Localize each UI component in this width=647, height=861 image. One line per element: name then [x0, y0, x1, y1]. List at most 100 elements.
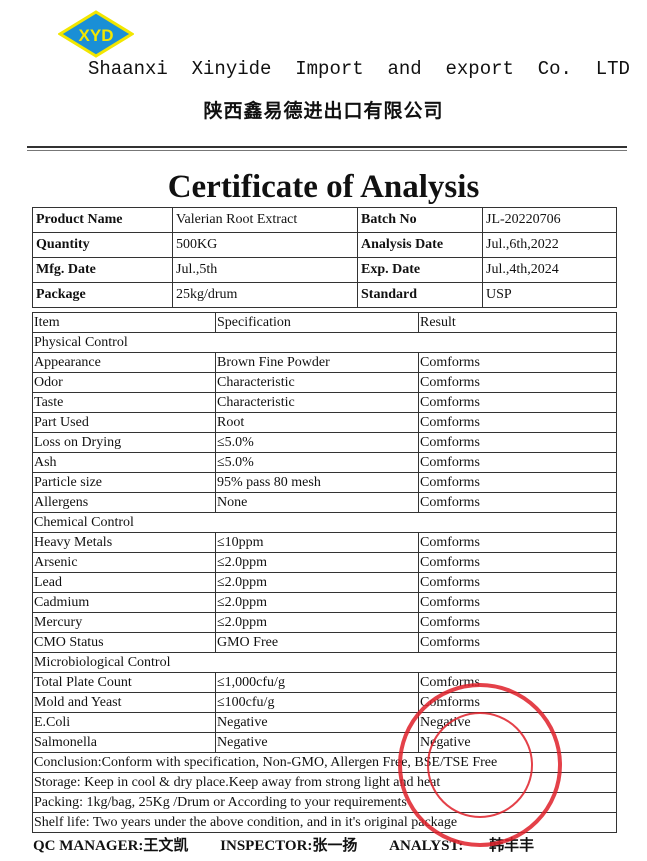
spec-cell: ≤2.0ppm: [215, 572, 419, 593]
spec-cell: 95% pass 80 mesh: [215, 472, 419, 493]
result-cell: Comforms: [418, 632, 617, 653]
item-cell: Heavy Metals: [32, 532, 216, 553]
result-cell: Comforms: [418, 352, 617, 373]
section-row: Physical Control: [32, 332, 617, 353]
item-cell: Conclusion:Conform with specification, N…: [32, 752, 617, 773]
info-value: 25kg/drum: [172, 282, 358, 308]
item-cell: Salmonella: [32, 732, 216, 753]
item-cell: E.Coli: [32, 712, 216, 733]
spec-cell: None: [215, 492, 419, 513]
table-row: Ash ≤5.0% Comforms: [32, 452, 617, 473]
table-row: Salmonella Negative Negative: [32, 732, 617, 753]
spec-cell: ≤10ppm: [215, 532, 419, 553]
item-cell: Item: [32, 312, 216, 333]
result-cell: Result: [418, 312, 617, 333]
info-row: Mfg. Date Jul.,5th Exp. Date Jul.,4th,2024: [32, 257, 617, 283]
xyd-logo: XYD: [58, 10, 134, 58]
item-cell: Odor: [32, 372, 216, 393]
item-cell: Mold and Yeast: [32, 692, 216, 713]
spec-cell: Root: [215, 412, 419, 433]
info-label: Batch No: [357, 207, 483, 233]
product-info-table: Product Name Valerian Root Extract Batch N…: [32, 207, 617, 308]
company-name-chinese: 陕西鑫易德进出口有限公司: [203, 100, 444, 122]
result-cell: Comforms: [418, 472, 617, 493]
document-title: Certificate of Analysis: [167, 169, 480, 205]
result-cell: Comforms: [418, 532, 617, 553]
item-cell: Chemical Control: [32, 512, 617, 533]
info-label: Product Name: [32, 207, 173, 233]
spec-cell: ≤2.0ppm: [215, 612, 419, 633]
divider: [27, 146, 627, 148]
result-cell: Comforms: [418, 612, 617, 633]
result-cell: Comforms: [418, 552, 617, 573]
section-row: Packing: 1kg/bag, 25Kg /Drum or Accordin…: [32, 792, 617, 813]
analysis-table: Item Specification Result Physical Control A…: [32, 312, 617, 833]
table-row: Heavy Metals ≤10ppm Comforms: [32, 532, 617, 553]
item-cell: Appearance: [32, 352, 216, 373]
result-cell: Comforms: [418, 572, 617, 593]
table-row: Appearance Brown Fine Powder Comforms: [32, 352, 617, 373]
table-row: Cadmium ≤2.0ppm Comforms: [32, 592, 617, 613]
table-row: Mold and Yeast ≤100cfu/g Comforms: [32, 692, 617, 713]
company-name-word: and: [387, 58, 422, 80]
info-label: Package: [32, 282, 173, 308]
item-cell: Arsenic: [32, 552, 216, 573]
spec-cell: ≤2.0ppm: [215, 592, 419, 613]
section-row: Microbiological Control: [32, 652, 617, 673]
result-cell: Comforms: [418, 432, 617, 453]
item-cell: Allergens: [32, 492, 216, 513]
info-value: Jul.,6th,2022: [482, 232, 617, 258]
result-cell: Negative: [418, 712, 617, 733]
info-row: Package 25kg/drum Standard USP: [32, 282, 617, 308]
item-cell: Taste: [32, 392, 216, 413]
spec-cell: Negative: [215, 732, 419, 753]
table-row: Particle size 95% pass 80 mesh Comforms: [32, 472, 617, 493]
spec-cell: GMO Free: [215, 632, 419, 653]
item-cell: Part Used: [32, 412, 216, 433]
table-row: Item Specification Result: [32, 312, 617, 333]
table-row: Arsenic ≤2.0ppm Comforms: [32, 552, 617, 573]
company-name-word: LTD: [595, 58, 630, 80]
analyst-label: ANALYST:: [389, 838, 464, 854]
result-cell: Comforms: [418, 412, 617, 433]
item-cell: Mercury: [32, 612, 216, 633]
company-name-word: Xinyide: [191, 58, 272, 80]
table-row: CMO Status GMO Free Comforms: [32, 632, 617, 653]
info-label: Exp. Date: [357, 257, 483, 283]
item-cell: Particle size: [32, 472, 216, 493]
result-cell: Negative: [418, 732, 617, 753]
table-row: Total Plate Count ≤1,000cfu/g Comforms: [32, 672, 617, 693]
section-row: Storage: Keep in cool & dry place.Keep a…: [32, 772, 617, 793]
result-cell: Comforms: [418, 452, 617, 473]
spec-cell: ≤100cfu/g: [215, 692, 419, 713]
info-value: USP: [482, 282, 617, 308]
info-row: Product Name Valerian Root Extract Batch N…: [32, 207, 617, 233]
item-cell: Cadmium: [32, 592, 216, 613]
info-row: Quantity 500KG Analysis Date Jul.,6th,2022: [32, 232, 617, 258]
info-value: Jul.,4th,2024: [482, 257, 617, 283]
item-cell: Packing: 1kg/bag, 25Kg /Drum or Accordin…: [32, 792, 617, 813]
item-cell: Total Plate Count: [32, 672, 216, 693]
item-cell: Ash: [32, 452, 216, 473]
spec-cell: Specification: [215, 312, 419, 333]
spec-cell: Characteristic: [215, 372, 419, 393]
info-label: Mfg. Date: [32, 257, 173, 283]
item-cell: Microbiological Control: [32, 652, 617, 673]
spec-cell: Characteristic: [215, 392, 419, 413]
info-label: Analysis Date: [357, 232, 483, 258]
item-cell: Shelf life: Two years under the above co…: [32, 812, 617, 833]
item-cell: Physical Control: [32, 332, 617, 353]
result-cell: Comforms: [418, 692, 617, 713]
table-row: Taste Characteristic Comforms: [32, 392, 617, 413]
company-name-english: Shaanxi Xinyide Import and export Co. LTD: [70, 58, 630, 80]
table-row: Allergens None Comforms: [32, 492, 617, 513]
divider: [27, 150, 627, 151]
section-row: Shelf life: Two years under the above co…: [32, 812, 617, 833]
info-value: JL-20220706: [482, 207, 617, 233]
info-value: Jul.,5th: [172, 257, 358, 283]
spec-cell: ≤5.0%: [215, 452, 419, 473]
svg-text:XYD: XYD: [79, 26, 114, 45]
info-value: Valerian Root Extract: [172, 207, 358, 233]
table-row: Part Used Root Comforms: [32, 412, 617, 433]
spec-cell: Negative: [215, 712, 419, 733]
